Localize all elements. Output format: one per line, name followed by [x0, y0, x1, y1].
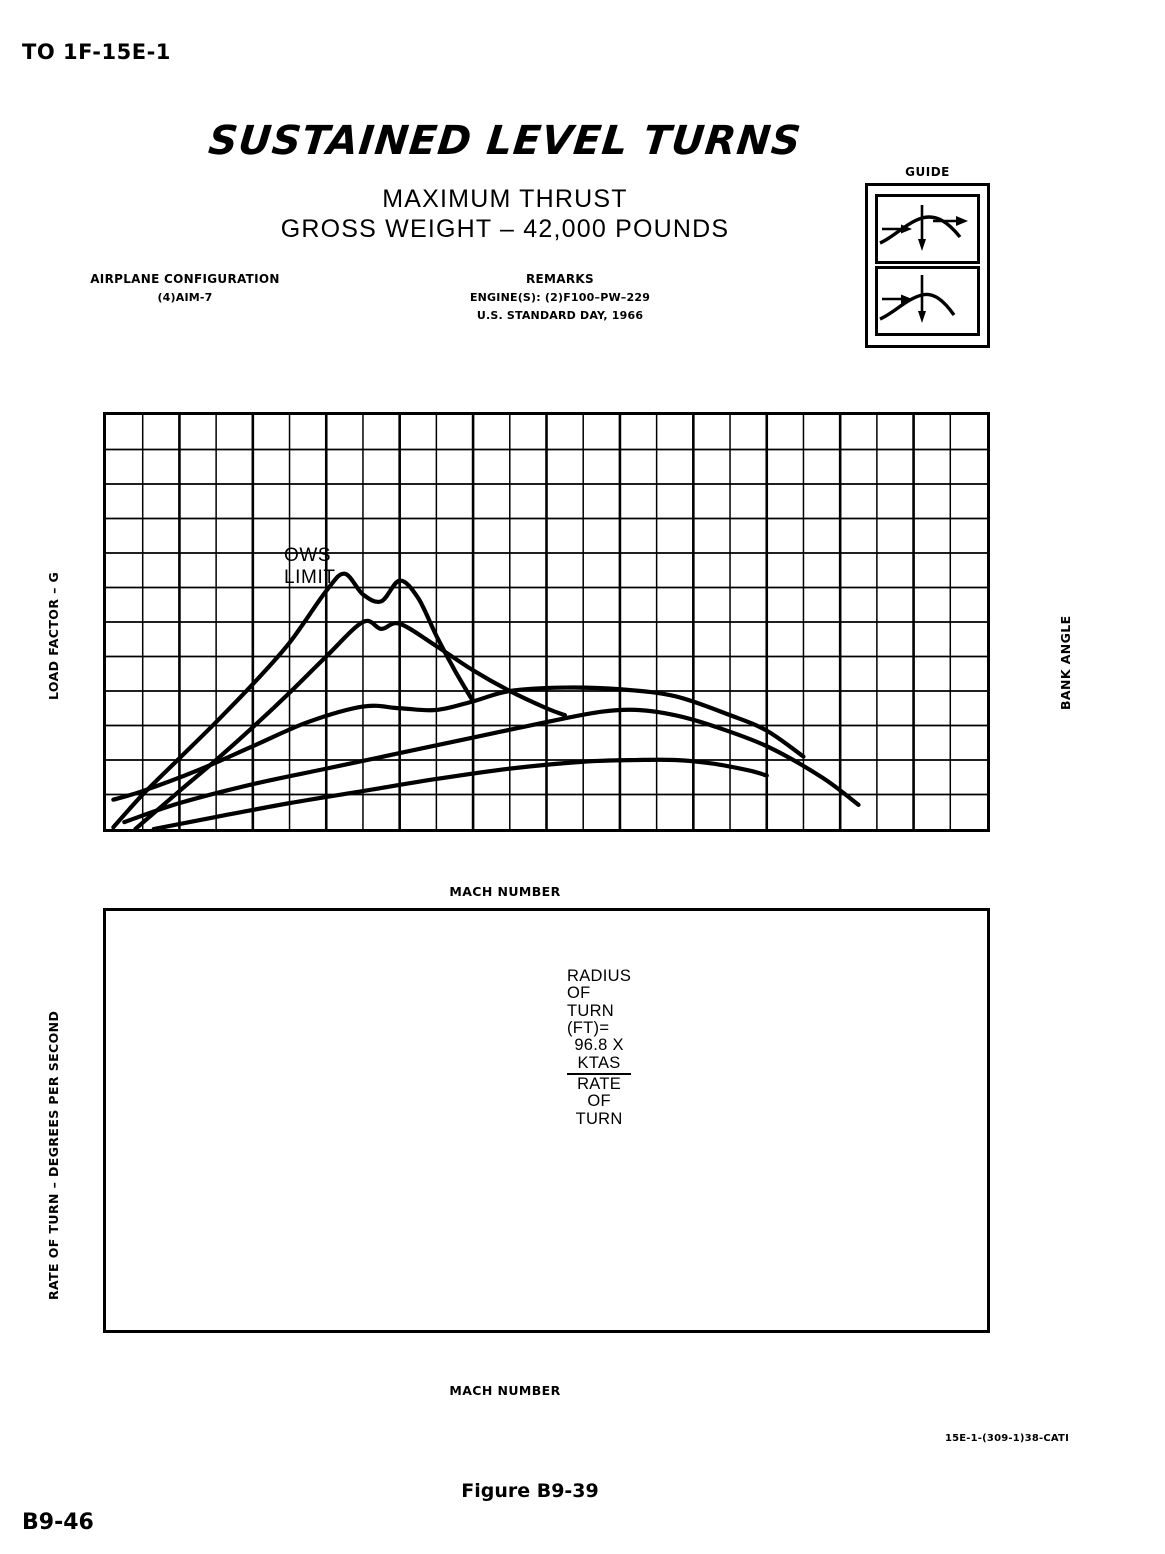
document-header: TO 1F-15E-1: [22, 40, 171, 64]
formula-denominator: RATE OF TURN: [575, 1074, 623, 1128]
remarks-line-2: U.S. STANDARD DAY, 1966: [476, 309, 644, 322]
guide-label: GUIDE: [905, 165, 950, 179]
rate-of-turn-x-axis-title: MACH NUMBER: [449, 1383, 561, 1398]
remarks-block: REMARKS ENGINE(S): (2)F100–PW–229 U.S. S…: [420, 272, 700, 322]
guide-curve-top-icon: [879, 205, 968, 251]
ows-limit-annotation: OWS LIMIT: [284, 545, 336, 588]
load-factor-plot-area: [103, 412, 990, 832]
drawing-number: 15E-1-(309-1)38-CATI: [944, 1433, 1069, 1444]
formula-numerator: 96.8 X KTAS: [567, 1037, 632, 1075]
subtitle-gross-weight: GROSS WEIGHT – 42,000 POUNDS: [280, 215, 730, 243]
guide-block: GUIDE: [860, 165, 995, 348]
remarks-heading: REMARKS: [526, 272, 594, 286]
page-number: B9-46: [22, 1510, 94, 1535]
curve-sea-level: [111, 571, 476, 829]
curve-30000: [122, 707, 861, 825]
configuration-heading: AIRPLANE CONFIGURATION: [90, 272, 280, 286]
figure-caption: Figure B9-39: [461, 1480, 599, 1502]
guide-panel-top: [875, 194, 980, 264]
formula-lead: RADIUS OF TURN (FT)=: [567, 967, 632, 1037]
subtitle-maximum-thrust: MAXIMUM THRUST: [382, 185, 628, 213]
guide-curve-bottom-icon: [879, 275, 956, 323]
rate-of-turn-y-axis-title: RATE OF TURN – DEGREES PER SECOND: [46, 1010, 61, 1300]
airplane-configuration-block: AIRPLANE CONFIGURATION (4)AIM-7: [60, 272, 310, 304]
page-title: SUSTAINED LEVEL TURNS: [206, 118, 804, 164]
load-factor-plot-svg: [106, 415, 987, 829]
remarks-line-1: ENGINE(S): (2)F100–PW–229: [469, 291, 651, 304]
curve-20000: [111, 685, 806, 802]
load-factor-x-axis-title: MACH NUMBER: [449, 884, 561, 899]
radius-of-turn-formula: RADIUS OF TURN (FT)= 96.8 X KTAS RATE OF…: [567, 967, 632, 1128]
rate-of-turn-plot-area: [103, 908, 990, 1333]
configuration-line-1: (4)AIM-7: [157, 291, 213, 304]
rate-of-turn-plot-svg: [106, 911, 987, 1330]
bank-angle-y-axis-title: BANK ANGLE: [1058, 615, 1073, 710]
load-factor-y-axis-title: LOAD FACTOR – G: [46, 571, 61, 700]
guide-panel-bottom: [875, 266, 980, 336]
curve-40000: [151, 757, 769, 829]
guide-box: [865, 183, 990, 348]
